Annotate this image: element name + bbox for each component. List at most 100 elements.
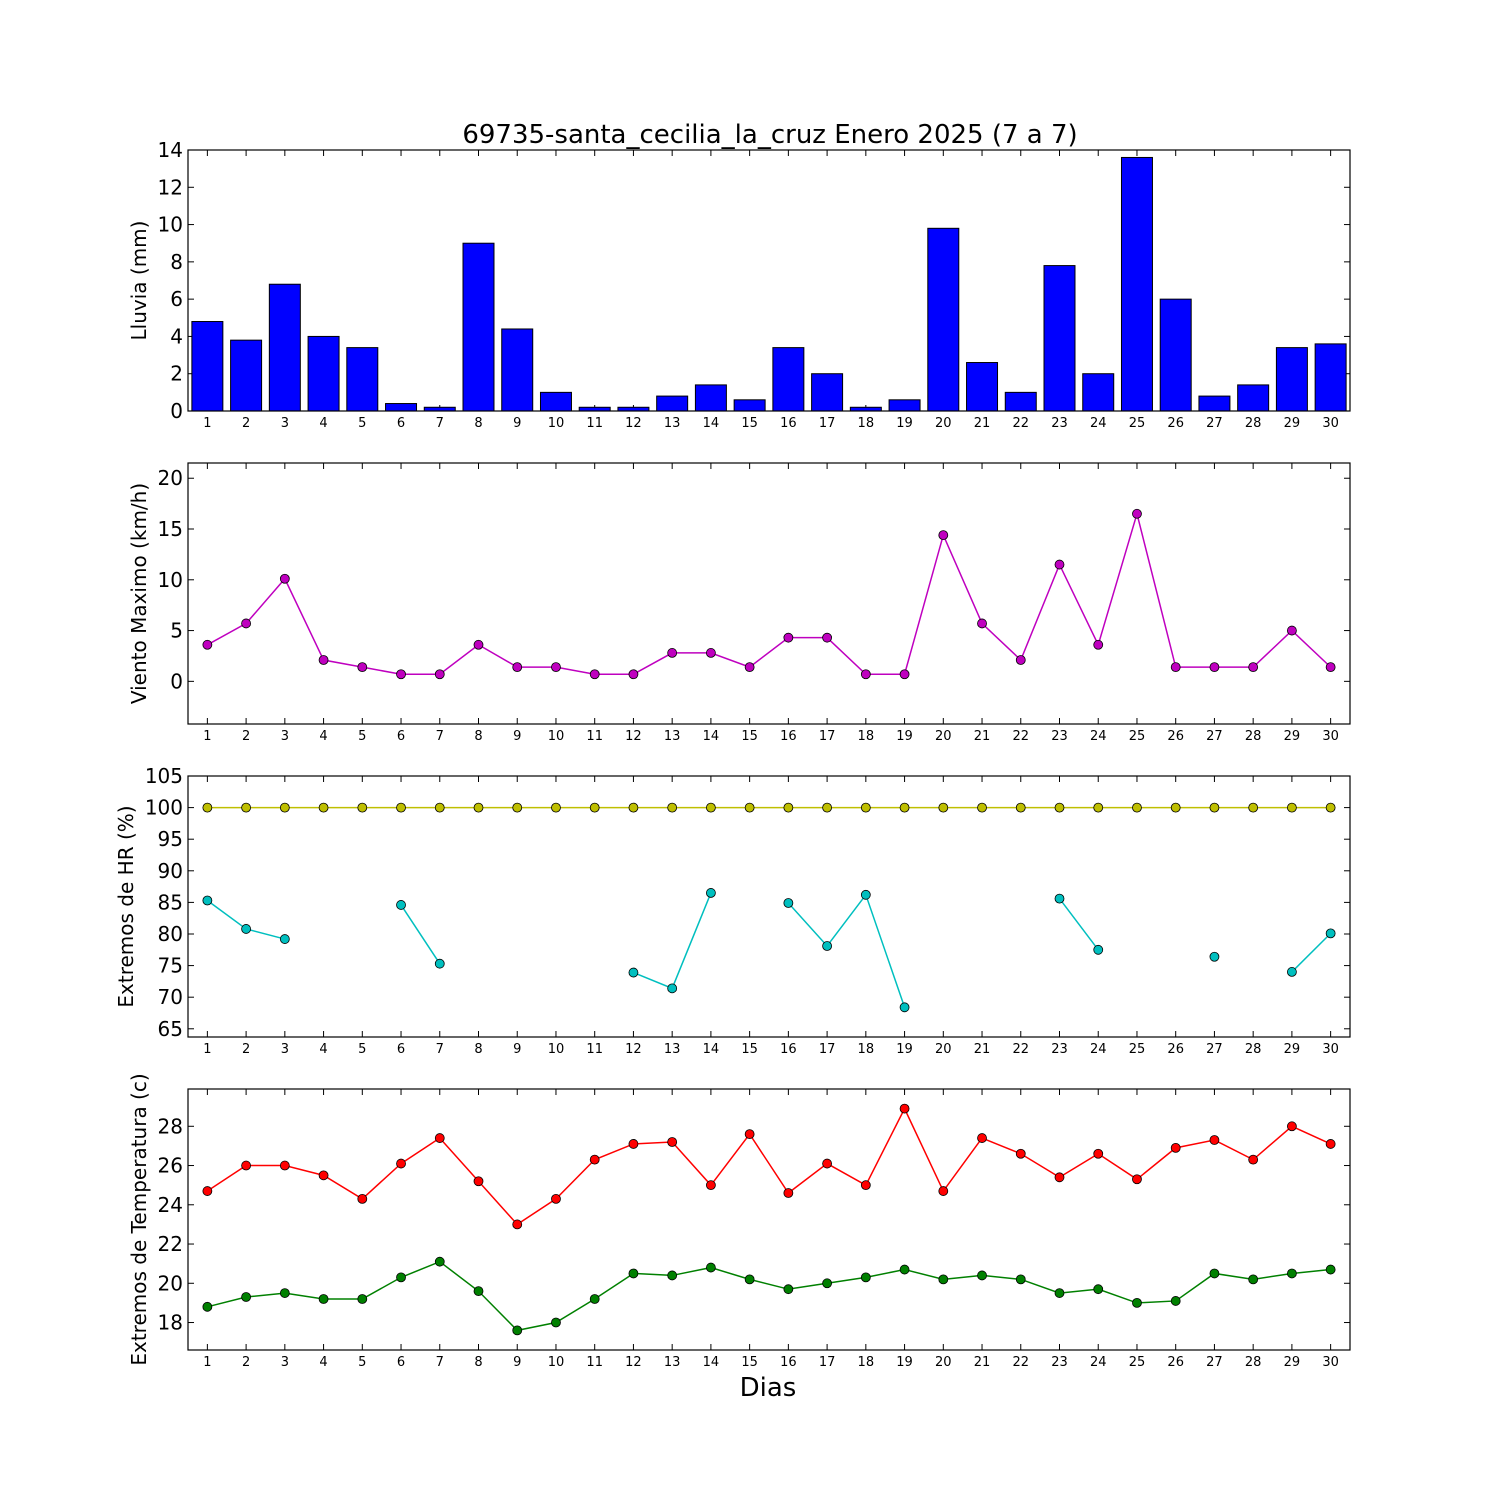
wind-max-point: [589, 669, 600, 680]
temperature-xtick-label: 5: [358, 1355, 366, 1370]
temp-max-point: [706, 1180, 716, 1191]
rain-bar: [1120, 156, 1153, 412]
rain-xtick-label: 3: [281, 416, 289, 431]
humidity-ytick-label: 105: [145, 764, 183, 788]
rain-xtick-label: 25: [1129, 416, 1146, 431]
wind-max-point: [1170, 662, 1181, 673]
temp-max-point: [318, 1170, 329, 1181]
temp-max-point: [977, 1133, 987, 1143]
humidity-xtick-label: 24: [1090, 1042, 1107, 1057]
temperature-ytick-label: 22: [158, 1232, 183, 1256]
temp-max-point: [1170, 1142, 1181, 1153]
rain-bar: [811, 373, 844, 412]
rain-bar: [694, 384, 727, 412]
humidity-xtick-label: 10: [548, 1042, 565, 1057]
wind-max-point: [860, 669, 871, 680]
wind-xtick-label: 2: [242, 729, 250, 744]
temperature-xtick-label: 30: [1322, 1355, 1339, 1370]
humidity-xtick-label: 21: [974, 1042, 991, 1057]
temp-max-point: [899, 1103, 910, 1114]
humidity-xtick-label: 1: [203, 1042, 211, 1057]
wind-xtick-label: 25: [1129, 729, 1146, 744]
humidity-xtick-label: 20: [935, 1042, 952, 1057]
rain-bar: [1237, 384, 1270, 412]
rain-bar: [385, 403, 418, 412]
temp-min-point: [1132, 1298, 1142, 1308]
wind-xtick-label: 4: [319, 729, 327, 744]
rain-xtick-label: 24: [1090, 416, 1107, 431]
wind-xtick-label: 20: [935, 729, 952, 744]
temp-min-point: [977, 1270, 987, 1281]
rain-bar: [191, 321, 224, 412]
wind-xtick-label: 6: [397, 729, 405, 744]
temp-max-point: [1015, 1148, 1026, 1159]
humidity-xtick-label: 7: [436, 1042, 444, 1057]
rain-xtick-label: 11: [586, 416, 603, 431]
temp-max-point: [822, 1158, 832, 1169]
wind-max-point: [551, 662, 561, 673]
temp-max-point: [783, 1188, 794, 1198]
wind-max-line: [207, 510, 1332, 675]
temp-max-point: [1325, 1139, 1336, 1149]
x-axis-label: Dias: [740, 1373, 797, 1403]
temperature-xtick-label: 23: [1051, 1355, 1068, 1370]
temperature-xtick-label: 3: [281, 1355, 289, 1370]
wind-xtick-label: 28: [1245, 729, 1262, 744]
wind-ytick-label: 10: [158, 568, 183, 592]
temp-min-point: [396, 1272, 406, 1283]
rain-xtick-label: 21: [974, 416, 991, 431]
temp-max-point: [551, 1193, 561, 1204]
humidity-xtick-label: 28: [1245, 1042, 1262, 1057]
humidity-xtick-label: 23: [1051, 1042, 1068, 1057]
humidity-xtick-label: 19: [896, 1042, 913, 1057]
temperature-xtick-label: 7: [436, 1355, 444, 1370]
humidity-xtick-label: 2: [242, 1042, 250, 1057]
hr-max-point: [1209, 802, 1220, 813]
wind-max-point: [1093, 639, 1104, 650]
hr-min-point: [1093, 944, 1104, 955]
hr-max-point: [938, 802, 949, 813]
temperature-xtick-label: 13: [664, 1355, 681, 1370]
wind-xtick-label: 12: [625, 729, 642, 744]
humidity-xtick-label: 29: [1284, 1042, 1301, 1057]
wind-xtick-label: 27: [1206, 729, 1223, 744]
rain-xtick-label: 1: [203, 416, 211, 431]
rain-bar: [268, 283, 301, 412]
temperature-xtick-label: 16: [780, 1355, 797, 1370]
hr-min-line: [787, 893, 906, 1008]
temperature-xtick-label: 28: [1245, 1355, 1262, 1370]
wind-xtick-label: 1: [203, 729, 211, 744]
temperature-xtick-label: 14: [703, 1355, 720, 1370]
rain-ytick-label: 10: [158, 213, 183, 237]
temp-min-point: [434, 1256, 445, 1267]
humidity-y-axis-label: Extremos de HR (%): [114, 805, 138, 1007]
wind-max-point: [241, 618, 252, 629]
hr-min-point: [1209, 951, 1220, 962]
hr-max-point: [899, 802, 910, 813]
temp-min-point: [860, 1272, 871, 1283]
temp-max-point: [1248, 1154, 1259, 1165]
wind-max-point: [1325, 662, 1336, 673]
temp-max-point: [1054, 1172, 1065, 1183]
temp-max-point: [744, 1129, 755, 1140]
hr-max-point: [977, 802, 987, 813]
temp-max-point: [202, 1186, 213, 1196]
rain-xtick-label: 8: [474, 416, 482, 431]
rain-xtick-label: 16: [780, 416, 797, 431]
humidity-xtick-label: 3: [281, 1042, 289, 1057]
hr-max-point: [1093, 802, 1104, 813]
humidity-xtick-label: 11: [586, 1042, 603, 1057]
hr-max-point: [1132, 802, 1142, 813]
humidity-xtick-label: 13: [664, 1042, 681, 1057]
wind-xtick-label: 26: [1167, 729, 1184, 744]
rain-xtick-label: 2: [242, 416, 250, 431]
temperature-xtick-label: 4: [319, 1355, 327, 1370]
hr-min-point: [628, 967, 639, 978]
wind-xtick-label: 17: [819, 729, 836, 744]
temp-min-point: [551, 1317, 561, 1328]
hr-max-point: [1248, 802, 1259, 813]
rain-xtick-label: 23: [1051, 416, 1068, 431]
